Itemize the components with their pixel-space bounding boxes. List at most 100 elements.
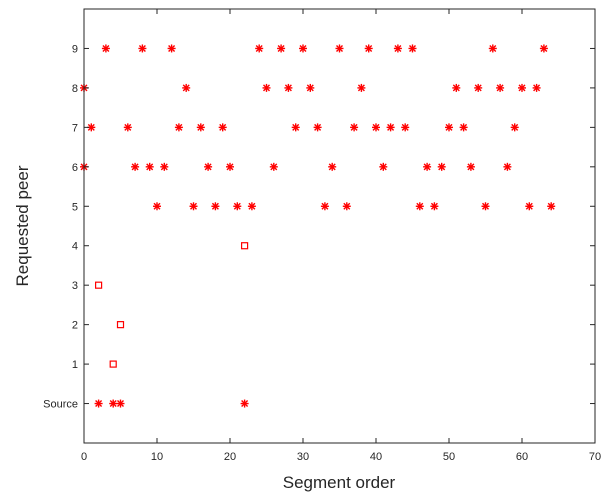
asterisk-stroke: [306, 84, 314, 92]
y-tick-label: 9: [72, 43, 78, 55]
asterisk-stroke: [511, 123, 519, 131]
asterisk-marker: [350, 123, 359, 132]
asterisk-marker: [547, 202, 556, 211]
square-marker: [94, 281, 103, 289]
asterisk-marker: [393, 44, 402, 53]
plot-area: [84, 9, 595, 443]
asterisk-marker: [123, 123, 132, 132]
square-marker: [109, 360, 117, 368]
y-axis-title: Requested peer: [13, 165, 32, 286]
asterisk-stroke: [540, 44, 548, 52]
x-tick-label: 10: [151, 451, 163, 463]
asterisk-stroke: [248, 202, 256, 210]
asterisk-marker: [226, 162, 234, 171]
asterisk-stroke: [95, 400, 103, 408]
asterisk-stroke: [146, 163, 154, 171]
asterisk-stroke: [343, 202, 351, 210]
asterisk-stroke: [197, 123, 205, 131]
asterisk-marker: [379, 162, 388, 171]
asterisk-stroke: [452, 84, 460, 92]
asterisk-stroke: [87, 123, 95, 131]
data-marks: [80, 44, 556, 408]
asterisk-stroke: [314, 123, 322, 131]
asterisk-marker: [452, 83, 461, 92]
asterisk-stroke: [423, 163, 431, 171]
asterisk-marker: [211, 202, 220, 211]
asterisk-stroke: [255, 44, 263, 52]
asterisk-stroke: [153, 202, 161, 210]
x-tick-label: 30: [297, 451, 309, 463]
asterisk-stroke: [241, 400, 249, 408]
asterisk-stroke: [168, 44, 176, 52]
asterisk-stroke: [117, 400, 124, 408]
asterisk-marker: [138, 44, 147, 53]
asterisk-marker: [284, 83, 293, 92]
asterisk-marker: [430, 202, 439, 211]
asterisk-stroke: [211, 202, 219, 210]
asterisk-stroke: [190, 202, 197, 210]
asterisk-marker: [101, 44, 110, 53]
asterisk-marker: [459, 123, 468, 132]
asterisk-stroke: [277, 44, 285, 52]
asterisk-marker: [357, 83, 366, 92]
asterisk-stroke: [226, 163, 234, 171]
asterisk-stroke: [299, 44, 307, 52]
asterisk-stroke: [204, 163, 212, 171]
asterisk-marker: [372, 123, 380, 132]
asterisk-marker: [503, 162, 512, 171]
x-axis-title: Segment order: [283, 473, 396, 492]
asterisk-marker: [481, 202, 490, 211]
asterisk-marker: [94, 399, 103, 408]
asterisk-stroke: [460, 123, 468, 131]
axes: 0 10 20 30 40 50 60 70 Source 1 2 3 4 5 6 7 8 9: [43, 8, 601, 463]
asterisk-marker: [182, 83, 191, 92]
asterisk-marker: [408, 44, 417, 53]
asterisk-marker: [488, 44, 497, 53]
asterisk-stroke: [284, 84, 292, 92]
asterisk-stroke: [109, 400, 117, 408]
asterisk-marker: [306, 83, 315, 92]
y-tick-label: 6: [72, 162, 78, 174]
asterisk-marker: [109, 399, 118, 408]
asterisk-stroke: [365, 44, 373, 52]
asterisk-stroke: [321, 202, 329, 210]
square-marker: [241, 242, 249, 250]
asterisk-marker: [466, 162, 475, 171]
y-tick-label: 5: [72, 201, 78, 213]
asterisk-marker: [445, 123, 453, 132]
plot-frame: [83, 8, 596, 444]
y-tick-label: 4: [72, 241, 78, 253]
asterisk-stroke: [175, 123, 183, 131]
asterisk-marker: [196, 123, 205, 132]
asterisk-marker: [204, 162, 213, 171]
asterisk-marker: [255, 44, 264, 53]
asterisk-stroke: [357, 84, 365, 92]
asterisk-marker: [539, 44, 548, 53]
asterisk-stroke: [350, 123, 358, 131]
asterisk-marker: [233, 202, 242, 211]
asterisk-marker: [262, 83, 271, 92]
y-tick-label: 7: [72, 122, 78, 134]
asterisk-stroke: [518, 84, 526, 92]
asterisk-marker: [291, 123, 300, 132]
x-tick-label: 0: [81, 451, 87, 463]
asterisk-marker: [518, 83, 526, 92]
asterisk-marker: [386, 123, 395, 132]
x-tick-label: 60: [516, 451, 528, 463]
y-tick-label: Source: [43, 399, 78, 411]
asterisk-stroke: [131, 163, 139, 171]
asterisk-marker: [328, 162, 337, 171]
asterisk-marker: [277, 44, 286, 53]
asterisk-stroke: [292, 123, 300, 131]
asterisk-marker: [532, 83, 541, 92]
x-tick-label: 70: [589, 451, 601, 463]
asterisk-stroke: [525, 202, 533, 210]
asterisk-stroke: [401, 123, 409, 131]
asterisk-marker: [474, 83, 483, 92]
asterisk-stroke: [372, 123, 380, 131]
asterisk-stroke: [379, 163, 387, 171]
asterisk-marker: [247, 202, 256, 211]
asterisk-stroke: [503, 163, 511, 171]
square-marker: [116, 321, 125, 329]
asterisk-stroke: [547, 202, 555, 210]
